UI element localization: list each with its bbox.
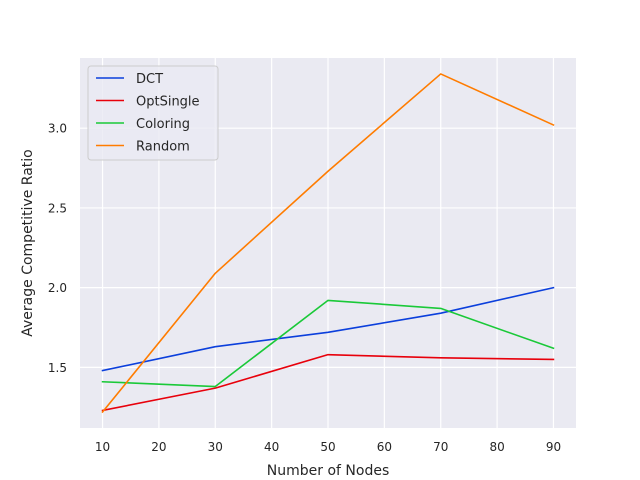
legend-label-random: Random xyxy=(136,140,190,155)
legend: DCT OptSingle Coloring Random xyxy=(87,65,219,161)
y-tick-label: 2.5 xyxy=(48,201,67,215)
y-tick-label: 2.0 xyxy=(48,281,67,295)
x-tick-labels: 10 20 30 40 50 60 70 80 90 xyxy=(95,440,561,454)
legend-box xyxy=(87,65,219,161)
x-tick-label: 20 xyxy=(151,440,166,454)
legend-label-dct: DCT xyxy=(136,72,163,87)
x-tick-label: 90 xyxy=(546,440,561,454)
series-line-dct xyxy=(101,286,555,372)
legend-label-optsingle: OptSingle xyxy=(136,95,200,110)
x-tick-label: 40 xyxy=(264,440,279,454)
x-tick-label: 80 xyxy=(489,440,504,454)
y-tick-label: 3.0 xyxy=(48,122,67,136)
y-tick-label: 1.5 xyxy=(48,361,67,375)
series-line-random xyxy=(101,73,555,414)
x-tick-label: 60 xyxy=(377,440,392,454)
y-tick-labels: 1.5 2.0 2.5 3.0 xyxy=(48,122,67,375)
x-tick-label: 30 xyxy=(208,440,223,454)
legend-label-coloring: Coloring xyxy=(136,117,190,132)
x-axis-label: Number of Nodes xyxy=(267,463,389,479)
x-tick-label: 10 xyxy=(95,440,110,454)
y-axis-label: Average Competitive Ratio xyxy=(20,149,36,336)
series-line-coloring xyxy=(101,299,555,388)
x-tick-label: 50 xyxy=(320,440,335,454)
series-lines xyxy=(101,73,555,414)
series-line-optsingle xyxy=(101,353,555,412)
x-tick-label: 70 xyxy=(433,440,448,454)
